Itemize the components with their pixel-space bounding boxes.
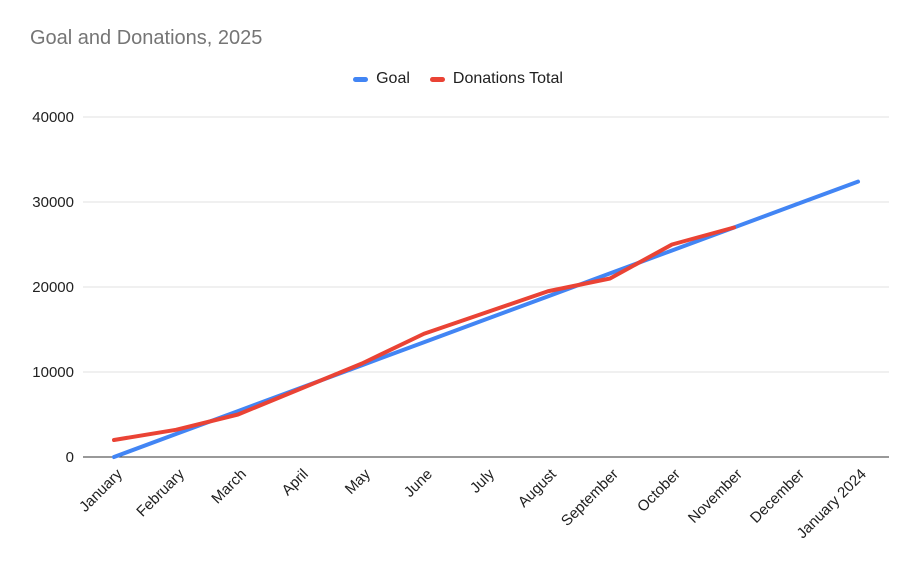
legend-item-donations-total: Donations Total bbox=[429, 70, 563, 88]
y-axis-tick-label: 30000 bbox=[32, 194, 74, 211]
x-axis-tick-label: September bbox=[558, 466, 622, 530]
x-axis-tick-label: March bbox=[208, 466, 249, 507]
x-axis-tick-label: April bbox=[279, 466, 312, 499]
y-axis-tick-label: 10000 bbox=[32, 364, 74, 381]
goal-series-swatch-icon bbox=[353, 76, 369, 82]
legend-item-goal: Goal bbox=[353, 70, 410, 88]
chart-title: Goal and Donations, 2025 bbox=[30, 27, 263, 49]
x-axis-tick-label: December bbox=[747, 466, 808, 527]
x-axis-tick-label: August bbox=[515, 465, 561, 511]
y-axis-tick-label: 40000 bbox=[32, 109, 74, 126]
y-axis-tick-label: 20000 bbox=[32, 279, 74, 296]
x-axis-tick-label: January bbox=[76, 465, 126, 515]
legend-label-donations-total: Donations Total bbox=[452, 70, 563, 87]
x-axis-tick-label: February bbox=[133, 465, 188, 520]
x-axis-tick-label: June bbox=[401, 466, 436, 501]
x-axis-tick-label: October bbox=[634, 466, 684, 516]
legend-label-goal: Goal bbox=[376, 70, 410, 87]
chart-legend: Goal Donations Total bbox=[0, 70, 916, 88]
donations-total-line bbox=[112, 225, 736, 442]
x-axis-tick-label: May bbox=[342, 465, 374, 497]
y-axis-tick-label: 0 bbox=[66, 449, 74, 466]
x-axis-tick-label: November bbox=[685, 466, 746, 527]
x-axis-tick-label: July bbox=[467, 465, 498, 496]
donations-series-swatch-icon bbox=[429, 76, 445, 82]
